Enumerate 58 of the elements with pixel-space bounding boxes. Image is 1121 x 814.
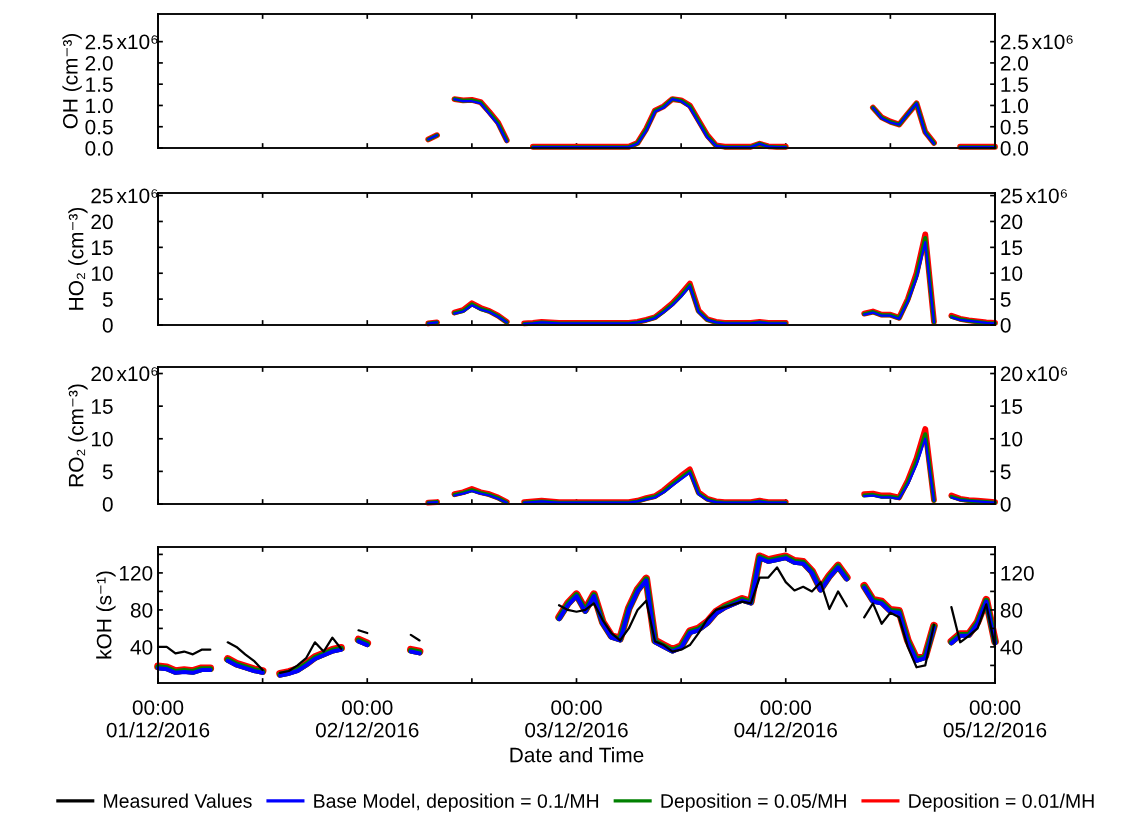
y2-tick-label: 20: [1000, 214, 1023, 230]
y2-tick-label: 80: [1000, 602, 1023, 618]
y2-tick-label: 5: [1000, 464, 1011, 480]
y-tick-label: 25: [91, 188, 113, 204]
y-tick-label: 10: [91, 266, 113, 281]
x-tick-label: 00:00 01/12/2016: [106, 700, 210, 738]
y2-tick-label: 0: [1000, 497, 1011, 512]
y2-tick-label: 40: [1000, 639, 1023, 655]
y-tick-label: 80: [130, 602, 153, 618]
y-tick-label: 5: [102, 464, 113, 480]
y-tick-label: 15: [91, 399, 113, 414]
y2-tick-label: 2.5: [1000, 34, 1028, 50]
y-tick-label: 2.0: [85, 55, 113, 71]
y2-tick-label: 15: [1001, 399, 1023, 414]
y2-tick-label: 0.0: [1000, 141, 1029, 156]
text: x10⁶: [1026, 188, 1067, 204]
y-axis-title: kOH (s⁻¹): [96, 571, 116, 659]
y2-tick-label: 0.5: [1000, 119, 1028, 135]
y-tick-label: 0.0: [85, 141, 113, 156]
y-axis-title: HO₂ (cm⁻³): [68, 207, 88, 310]
text: x10⁶: [1031, 34, 1073, 50]
y-tick-label: 10: [91, 431, 113, 447]
y-tick-label: 1.5: [86, 77, 113, 92]
x-tick-label: 00:00 02/12/2016: [315, 700, 419, 738]
text: x10⁶: [116, 188, 158, 204]
legend-label: Measured Values: [104, 793, 252, 808]
x-tick-label: 00:00 03/12/2016: [525, 700, 628, 738]
x-axis-title: Date and Time: [510, 747, 644, 763]
y-tick-label: 20: [91, 366, 113, 382]
y2-tick-label: 1.5: [1001, 77, 1028, 92]
y2-tick-label: 15: [1001, 240, 1023, 256]
y-tick-label: 20: [91, 214, 113, 230]
y-tick-label: 0: [102, 497, 113, 512]
legend-label: Base Model, deposition = 0.1/MH: [314, 793, 599, 812]
y-tick-label: 5: [102, 292, 113, 307]
legend-label: Deposition = 0.05/MH: [661, 793, 846, 812]
y-axis-title: OH (cm⁻³): [62, 33, 82, 129]
y-axis-title: RO₂ (cm⁻³): [68, 384, 88, 487]
y2-tick-label: 20: [1000, 366, 1023, 382]
y-tick-label: 1.0: [86, 98, 113, 114]
y-tick-label: 40: [130, 639, 153, 655]
y-tick-label: 120: [119, 565, 153, 581]
y2-tick-label: 5: [1000, 292, 1011, 307]
y-tick-label: 2.5: [85, 34, 113, 50]
y2-tick-label: 120: [1001, 565, 1034, 581]
x-tick-label: 00:00 05/12/2016: [943, 700, 1047, 738]
y2-tick-label: 0: [1000, 318, 1011, 333]
y2-tick-label: 25: [1000, 188, 1023, 204]
y2-tick-label: 10: [1001, 431, 1023, 447]
y2-tick-label: 2.0: [1000, 55, 1029, 71]
legend-label: Deposition = 0.01/MH: [909, 793, 1094, 812]
y2-tick-label: 1.0: [1001, 98, 1029, 114]
y-tick-label: 15: [91, 240, 113, 256]
y2-tick-label: 10: [1001, 266, 1023, 281]
y-tick-label: 0.5: [85, 119, 113, 135]
y-tick-label: 0: [102, 318, 113, 333]
text: x10⁶: [1026, 366, 1068, 382]
x-tick-label: 00:00 04/12/2016: [734, 700, 837, 738]
